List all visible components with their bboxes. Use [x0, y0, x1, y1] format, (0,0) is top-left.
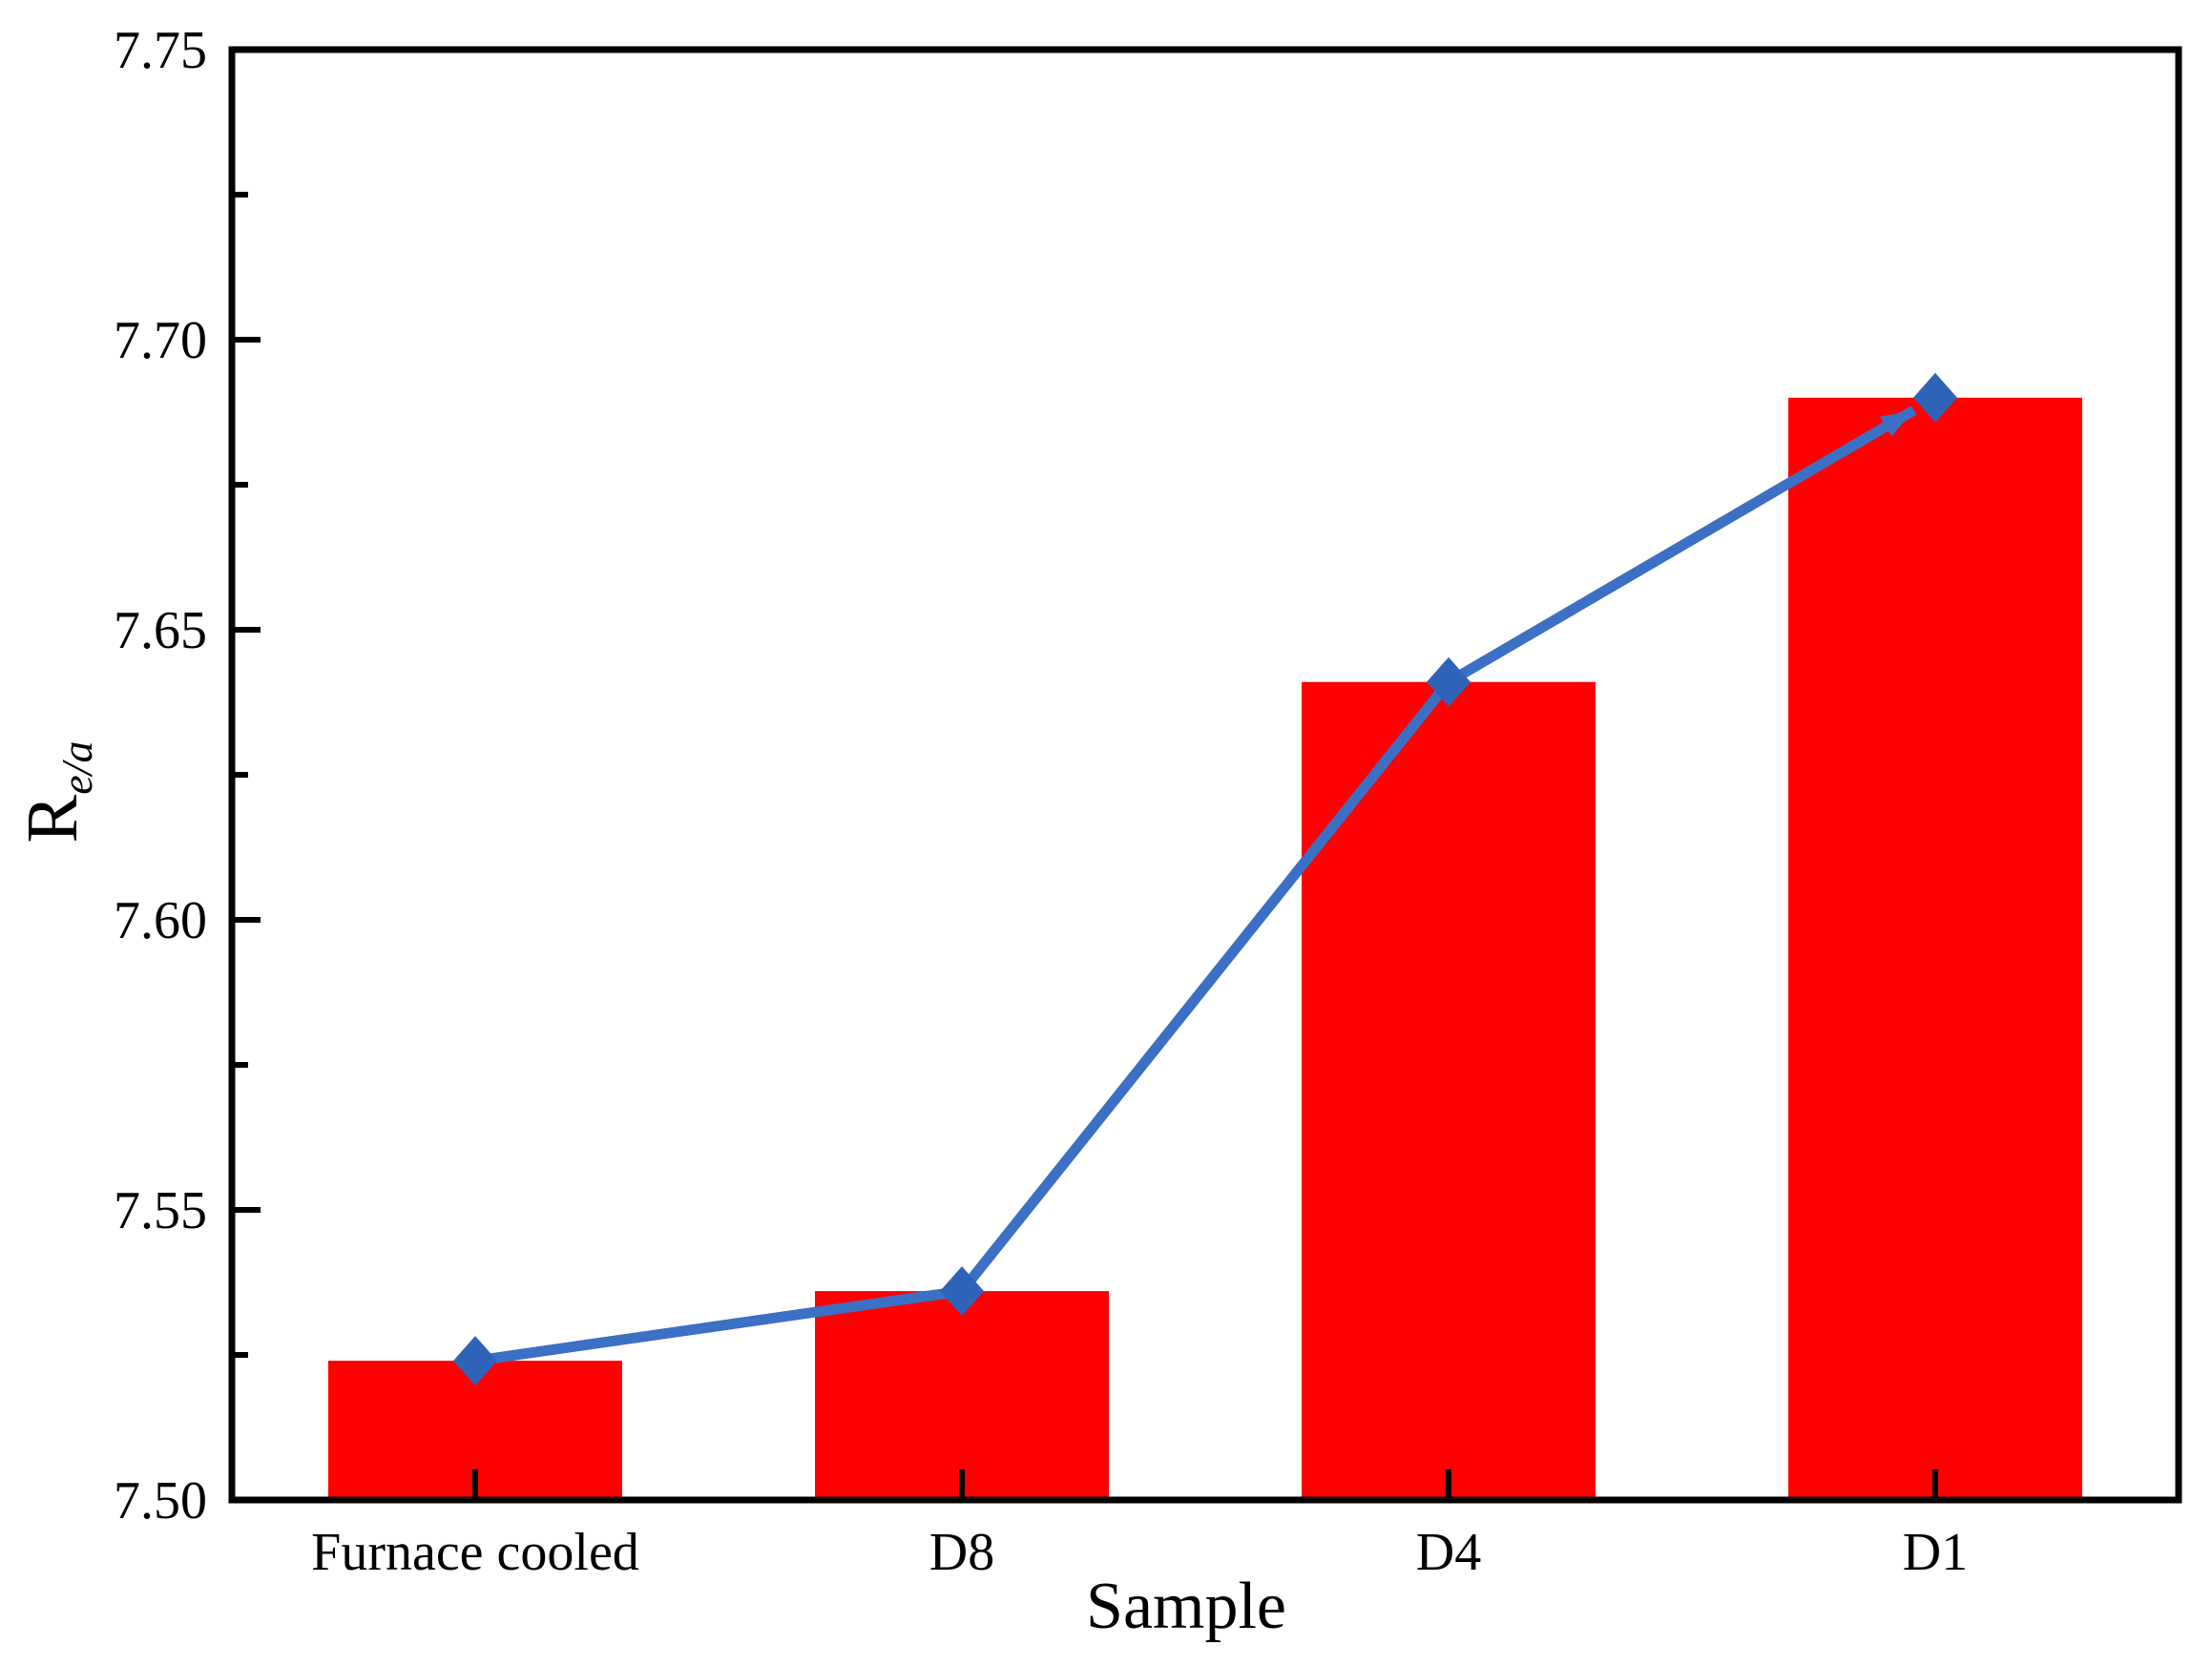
- y-tick-label: 7.60: [114, 891, 207, 950]
- bar-d8: [815, 1291, 1109, 1500]
- y-axis-title: Re/a: [12, 741, 101, 843]
- diamond-marker-d4: [1427, 656, 1471, 707]
- x-tick-label: D4: [1416, 1523, 1481, 1582]
- data-line: [474, 406, 1917, 1366]
- bar-d4: [1302, 681, 1596, 1500]
- diamond-marker-furnace-cooled: [453, 1336, 497, 1386]
- x-tick-label: Furnace cooled: [311, 1523, 639, 1582]
- x-tick-label: D1: [1903, 1523, 1968, 1582]
- y-tick-label: 7.75: [114, 21, 207, 80]
- y-tick-label: 7.50: [114, 1471, 207, 1531]
- y-axis-title-subscript: e/a: [52, 741, 101, 795]
- y-tick-label: 7.65: [114, 601, 207, 660]
- x-tick-label: D8: [929, 1523, 994, 1582]
- x-axis-title: Sample: [1086, 1570, 1286, 1643]
- diamond-marker-d8: [940, 1266, 984, 1317]
- y-tick-label: 7.70: [114, 311, 207, 370]
- diamond-marker-d1: [1913, 372, 1957, 423]
- bar-d1: [1788, 397, 2082, 1500]
- y-axis-title-main: R: [12, 794, 93, 843]
- y-tick-label: 7.55: [114, 1181, 207, 1240]
